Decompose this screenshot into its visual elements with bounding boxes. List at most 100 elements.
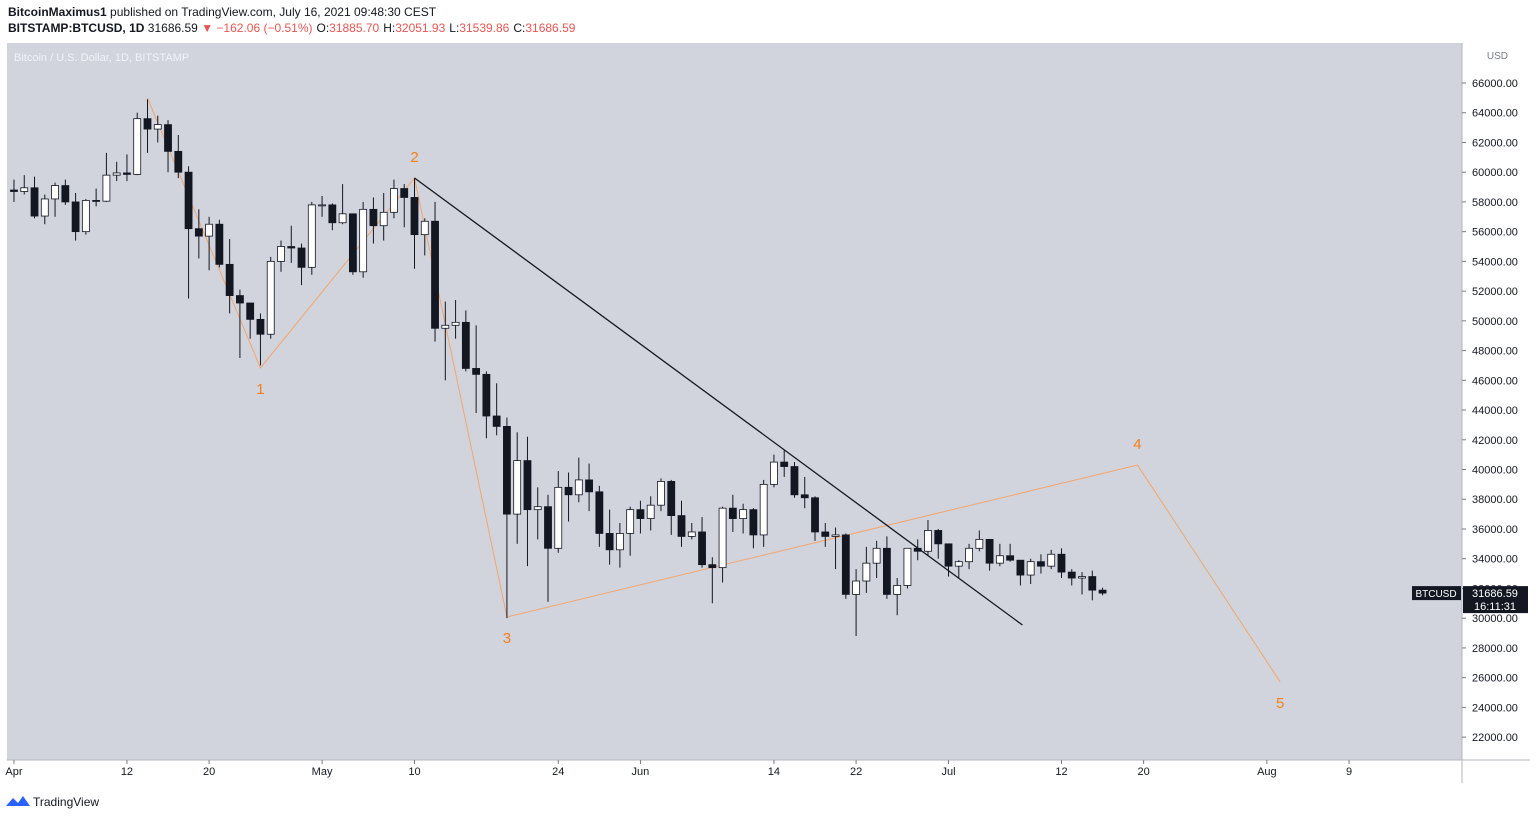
candle-body bbox=[811, 497, 819, 533]
candle-body bbox=[985, 538, 994, 564]
candle-body bbox=[277, 246, 285, 262]
candle-body bbox=[256, 318, 265, 335]
candle-body bbox=[318, 204, 326, 207]
logo-icon bbox=[6, 796, 30, 806]
candle-body bbox=[718, 507, 727, 569]
candle-body bbox=[995, 555, 1004, 564]
candle-body bbox=[585, 479, 593, 493]
candle-body bbox=[513, 460, 522, 515]
candle-body bbox=[379, 211, 388, 227]
y-tick-label: 40000.00 bbox=[1472, 465, 1518, 477]
candle-body bbox=[903, 547, 912, 586]
y-tick-label: 28000.00 bbox=[1472, 643, 1518, 655]
x-tick-label: 14 bbox=[768, 766, 780, 778]
candle-body bbox=[143, 118, 152, 130]
candle-body bbox=[841, 534, 850, 595]
candle-body bbox=[246, 302, 255, 320]
candle-body bbox=[20, 187, 29, 192]
ohlc-label: L: bbox=[449, 21, 459, 35]
candle-body bbox=[1088, 576, 1097, 591]
wave-label: 5 bbox=[1276, 695, 1284, 712]
x-tick-label: Jul bbox=[941, 766, 955, 778]
candle-body bbox=[975, 538, 984, 549]
candle-body bbox=[40, 198, 49, 217]
wave-label: 2 bbox=[410, 149, 418, 166]
wave-label: 1 bbox=[256, 381, 264, 398]
publish-line: BitcoinMaximus1 published on TradingView… bbox=[8, 5, 437, 19]
candle-body bbox=[1006, 555, 1015, 561]
candle-body bbox=[348, 213, 357, 273]
candle-body bbox=[883, 547, 891, 595]
candle-body bbox=[441, 324, 450, 329]
candle-body bbox=[164, 124, 172, 152]
candle-body bbox=[287, 246, 296, 249]
y-tick-label: 48000.00 bbox=[1472, 346, 1518, 358]
candle-body bbox=[225, 263, 234, 296]
candle-body bbox=[657, 481, 665, 506]
x-tick-label: 12 bbox=[1055, 766, 1067, 778]
candle-body bbox=[523, 460, 532, 511]
price-tag-value: 31686.59 bbox=[1472, 588, 1518, 600]
candle-body bbox=[944, 543, 953, 567]
y-tick-label: 46000.00 bbox=[1472, 375, 1518, 387]
candle-body bbox=[81, 200, 90, 233]
y-tick-label: 30000.00 bbox=[1472, 613, 1518, 625]
candle-body bbox=[934, 530, 943, 545]
published: published on TradingView.com, July 16, 2… bbox=[110, 5, 437, 19]
y-tick-label: 22000.00 bbox=[1472, 732, 1518, 744]
candle-body bbox=[924, 530, 932, 552]
candle-body bbox=[1067, 571, 1076, 579]
y-tick-label: 54000.00 bbox=[1472, 256, 1518, 268]
candle-body bbox=[913, 547, 922, 552]
candle-body bbox=[780, 461, 789, 467]
candle-body bbox=[965, 547, 973, 563]
candle-body bbox=[266, 260, 275, 335]
candle-body bbox=[205, 223, 214, 237]
y-tick-label: 36000.00 bbox=[1472, 524, 1518, 536]
candle-body bbox=[708, 564, 717, 569]
y-tick-label: 60000.00 bbox=[1472, 167, 1518, 179]
y-tick-label: 26000.00 bbox=[1472, 673, 1518, 685]
candle-body bbox=[821, 531, 830, 537]
price-tag-countdown: 16:11:31 bbox=[1474, 601, 1516, 613]
candle-body bbox=[615, 533, 624, 551]
x-tick-label: 20 bbox=[203, 766, 215, 778]
x-tick-label: May bbox=[312, 766, 333, 778]
x-tick-label: Jun bbox=[632, 766, 650, 778]
x-tick-label: Apr bbox=[5, 766, 22, 778]
candle-body bbox=[369, 208, 378, 227]
footer-logo: TradingView bbox=[6, 795, 99, 809]
candle-body bbox=[492, 415, 501, 427]
wave-label: 3 bbox=[503, 630, 511, 647]
candle-body bbox=[71, 201, 80, 233]
candle-body bbox=[400, 188, 409, 198]
candle-body bbox=[564, 486, 573, 496]
y-tick-label: 64000.00 bbox=[1472, 108, 1518, 120]
candle-body bbox=[102, 174, 111, 202]
candle-body bbox=[451, 321, 460, 326]
candle-body bbox=[852, 580, 860, 595]
candle-body bbox=[297, 247, 306, 268]
change: ▼ −162.06 (−0.51%) bbox=[201, 21, 312, 35]
candle-body bbox=[544, 506, 552, 549]
candle-body bbox=[472, 368, 481, 375]
candle-body bbox=[153, 124, 162, 130]
candle-body bbox=[112, 172, 121, 176]
candle-body bbox=[862, 562, 871, 582]
candle-body bbox=[92, 200, 101, 202]
candle-body bbox=[1026, 561, 1035, 576]
candle-body bbox=[174, 150, 183, 173]
y-tick-label: 44000.00 bbox=[1472, 405, 1518, 417]
candle-body bbox=[420, 220, 429, 236]
y-tick-label: 58000.00 bbox=[1472, 197, 1518, 209]
candle-body bbox=[390, 188, 398, 213]
y-tick-label: 56000.00 bbox=[1472, 227, 1518, 239]
candle-body bbox=[1057, 553, 1066, 573]
candle-body bbox=[831, 534, 840, 537]
symbol-line: BITSTAMP:BTCUSD, 1D 31686.59 ▼ −162.06 (… bbox=[8, 21, 576, 35]
symbol-tag bbox=[1412, 586, 1461, 601]
y-tick-label: 38000.00 bbox=[1472, 494, 1518, 506]
ohlc-label: C: bbox=[513, 21, 525, 35]
candle-body bbox=[677, 515, 686, 537]
